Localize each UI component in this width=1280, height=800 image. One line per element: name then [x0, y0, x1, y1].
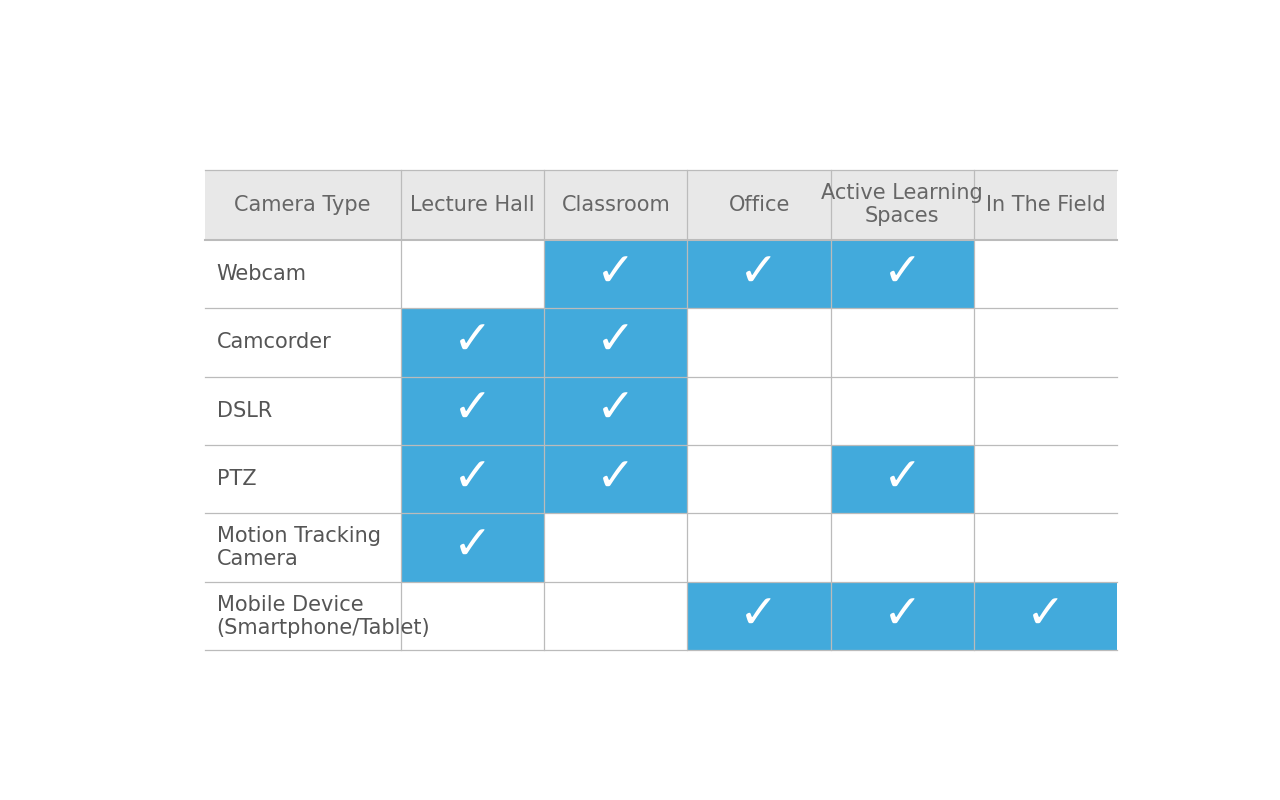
Text: ✓: ✓ — [596, 388, 636, 434]
FancyBboxPatch shape — [831, 582, 974, 650]
FancyBboxPatch shape — [401, 582, 544, 650]
FancyBboxPatch shape — [687, 239, 831, 308]
FancyBboxPatch shape — [544, 239, 687, 308]
Text: ✓: ✓ — [740, 251, 780, 296]
FancyBboxPatch shape — [831, 170, 974, 239]
FancyBboxPatch shape — [974, 377, 1117, 445]
FancyBboxPatch shape — [205, 445, 401, 514]
FancyBboxPatch shape — [831, 377, 974, 445]
Text: ✓: ✓ — [596, 457, 636, 502]
FancyBboxPatch shape — [974, 239, 1117, 308]
Text: Active Learning
Spaces: Active Learning Spaces — [822, 183, 983, 226]
FancyBboxPatch shape — [974, 582, 1117, 650]
Text: PTZ: PTZ — [216, 470, 256, 490]
FancyBboxPatch shape — [205, 514, 401, 582]
FancyBboxPatch shape — [401, 239, 544, 308]
Text: In The Field: In The Field — [986, 194, 1106, 214]
FancyBboxPatch shape — [544, 377, 687, 445]
Text: ✓: ✓ — [453, 388, 493, 434]
FancyBboxPatch shape — [205, 170, 401, 239]
FancyBboxPatch shape — [687, 582, 831, 650]
FancyBboxPatch shape — [687, 514, 831, 582]
FancyBboxPatch shape — [205, 377, 401, 445]
FancyBboxPatch shape — [401, 377, 544, 445]
Text: ✓: ✓ — [882, 594, 922, 638]
Text: ✓: ✓ — [596, 251, 636, 296]
FancyBboxPatch shape — [687, 170, 831, 239]
FancyBboxPatch shape — [687, 308, 831, 377]
FancyBboxPatch shape — [544, 445, 687, 514]
FancyBboxPatch shape — [974, 170, 1117, 239]
Text: ✓: ✓ — [453, 320, 493, 365]
FancyBboxPatch shape — [401, 445, 544, 514]
FancyBboxPatch shape — [687, 377, 831, 445]
FancyBboxPatch shape — [544, 582, 687, 650]
Text: Lecture Hall: Lecture Hall — [410, 194, 535, 214]
Text: ✓: ✓ — [740, 594, 780, 638]
Text: ✓: ✓ — [596, 320, 636, 365]
Text: DSLR: DSLR — [216, 401, 271, 421]
FancyBboxPatch shape — [974, 514, 1117, 582]
FancyBboxPatch shape — [831, 308, 974, 377]
FancyBboxPatch shape — [544, 308, 687, 377]
FancyBboxPatch shape — [974, 308, 1117, 377]
FancyBboxPatch shape — [205, 582, 401, 650]
FancyBboxPatch shape — [544, 170, 687, 239]
Text: Webcam: Webcam — [216, 264, 306, 284]
FancyBboxPatch shape — [544, 514, 687, 582]
Text: ✓: ✓ — [1025, 594, 1065, 638]
FancyBboxPatch shape — [974, 445, 1117, 514]
Text: Classroom: Classroom — [562, 194, 671, 214]
Text: Motion Tracking
Camera: Motion Tracking Camera — [216, 526, 380, 570]
Text: Office: Office — [728, 194, 790, 214]
FancyBboxPatch shape — [831, 514, 974, 582]
FancyBboxPatch shape — [831, 239, 974, 308]
FancyBboxPatch shape — [401, 514, 544, 582]
FancyBboxPatch shape — [205, 239, 401, 308]
Text: Mobile Device
(Smartphone/Tablet): Mobile Device (Smartphone/Tablet) — [216, 594, 430, 638]
FancyBboxPatch shape — [401, 170, 544, 239]
FancyBboxPatch shape — [401, 308, 544, 377]
Text: ✓: ✓ — [882, 251, 922, 296]
Text: Camera Type: Camera Type — [234, 194, 371, 214]
FancyBboxPatch shape — [205, 308, 401, 377]
FancyBboxPatch shape — [687, 445, 831, 514]
FancyBboxPatch shape — [831, 445, 974, 514]
Text: ✓: ✓ — [453, 457, 493, 502]
Text: ✓: ✓ — [453, 525, 493, 570]
Text: Camcorder: Camcorder — [216, 332, 332, 352]
Text: ✓: ✓ — [882, 457, 922, 502]
